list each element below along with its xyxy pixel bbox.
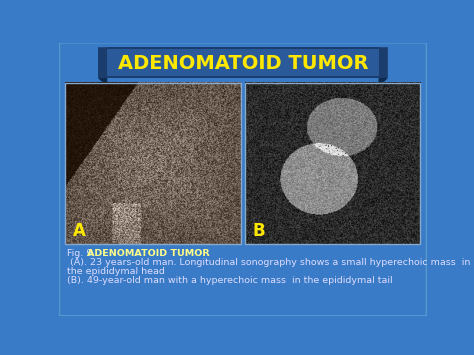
Polygon shape xyxy=(375,47,388,78)
Polygon shape xyxy=(98,47,110,78)
Text: ADENOMATOID TUMOR: ADENOMATOID TUMOR xyxy=(118,54,368,73)
FancyBboxPatch shape xyxy=(107,49,379,76)
Bar xyxy=(245,83,420,244)
Polygon shape xyxy=(379,78,388,84)
Text: (B). 49-year-old man with a hyperechoic mass  in the epididymal tail: (B). 49-year-old man with a hyperechoic … xyxy=(67,275,392,284)
FancyBboxPatch shape xyxy=(58,42,428,317)
Text: (A). 23 years-old man. Longitudinal sonography shows a small hyperechoic mass  i: (A). 23 years-old man. Longitudinal sono… xyxy=(67,258,470,267)
Polygon shape xyxy=(98,78,107,84)
FancyBboxPatch shape xyxy=(107,47,379,78)
Text: B: B xyxy=(253,222,265,240)
Text: A: A xyxy=(73,222,86,240)
Text: Fig. 9.: Fig. 9. xyxy=(67,249,98,258)
Bar xyxy=(65,83,241,244)
Text: ADENOMATOID TUMOR: ADENOMATOID TUMOR xyxy=(87,249,210,258)
Text: the epididymal head: the epididymal head xyxy=(67,267,165,276)
